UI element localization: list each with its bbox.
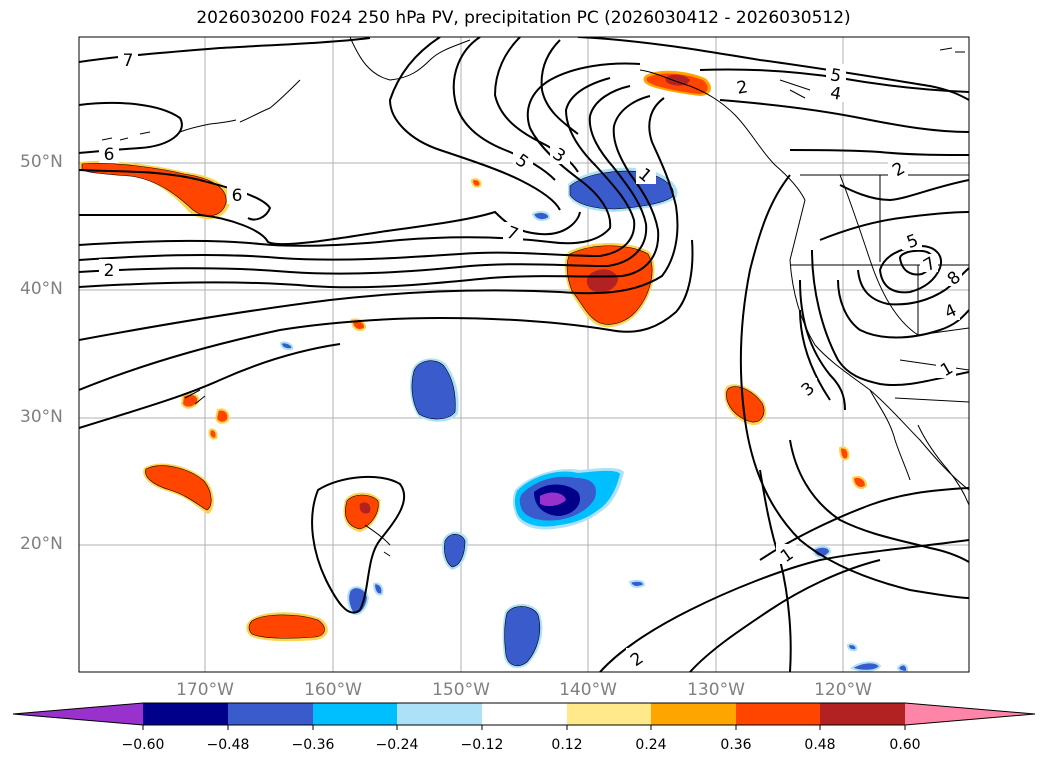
pv-contour-labels: 7 6 6 2 5 3 7 1 2 5 4 2 5 7 xyxy=(99,49,965,671)
lon-label-140w: 140°W xyxy=(559,680,617,700)
lon-label-160w: 160°W xyxy=(304,680,362,700)
colorbar-segment xyxy=(482,703,567,725)
lat-label-50n: 50°N xyxy=(20,152,63,172)
map-area xyxy=(79,37,969,672)
colorbar-segment xyxy=(736,703,820,725)
colorbar-segment xyxy=(567,703,651,725)
colorbar-tick-label: −0.60 xyxy=(121,737,165,753)
colorbar-tick-label: 0.36 xyxy=(720,737,752,753)
map-title: 2026030200 F024 250 hPa PV, precipitatio… xyxy=(196,8,851,28)
colorbar-tick-label: 0.24 xyxy=(635,737,667,753)
lat-label-40n: 40°N xyxy=(20,279,63,299)
colorbar-segment xyxy=(397,703,482,725)
colorbar-segment xyxy=(820,703,905,725)
lon-label-120w: 120°W xyxy=(814,680,872,700)
colorbar-tick-label: 0.12 xyxy=(551,737,583,753)
precip-negative-shading xyxy=(279,167,909,672)
lat-label-30n: 30°N xyxy=(20,407,63,427)
colorbar-segment xyxy=(651,703,736,725)
contour-label: 7 xyxy=(123,51,134,71)
lon-label-150w: 150°W xyxy=(432,680,490,700)
colorbar xyxy=(12,702,1036,730)
map-frame xyxy=(78,36,970,673)
lon-label-170w: 170°W xyxy=(176,680,234,700)
contour-label: 5 xyxy=(829,65,843,87)
precip-positive-shading xyxy=(80,70,868,642)
colorbar-tick-label: −0.12 xyxy=(460,737,504,753)
coastlines xyxy=(101,37,969,557)
contour-label: 6 xyxy=(104,145,115,165)
contour-label: 2 xyxy=(735,77,749,99)
lat-label-20n: 20°N xyxy=(20,534,63,554)
colorbar-tick-label: −0.24 xyxy=(375,737,419,753)
colorbar-segment xyxy=(228,703,313,725)
colorbar-tick-label: 0.48 xyxy=(804,737,836,753)
contour-label: 4 xyxy=(829,83,843,105)
pv-contours xyxy=(79,37,969,672)
colorbar-tick-label: −0.48 xyxy=(206,737,250,753)
colorbar-segment xyxy=(143,703,228,725)
colorbar-extend-low xyxy=(13,703,143,725)
lon-label-130w: 130°W xyxy=(687,680,745,700)
contour-label: 6 xyxy=(232,186,243,206)
colorbar-extend-high xyxy=(905,703,1035,725)
contour-label: 2 xyxy=(104,261,115,281)
colorbar-segment xyxy=(313,703,397,725)
colorbar-tick-label: 0.60 xyxy=(889,737,921,753)
colorbar-tick-label: −0.36 xyxy=(291,737,335,753)
